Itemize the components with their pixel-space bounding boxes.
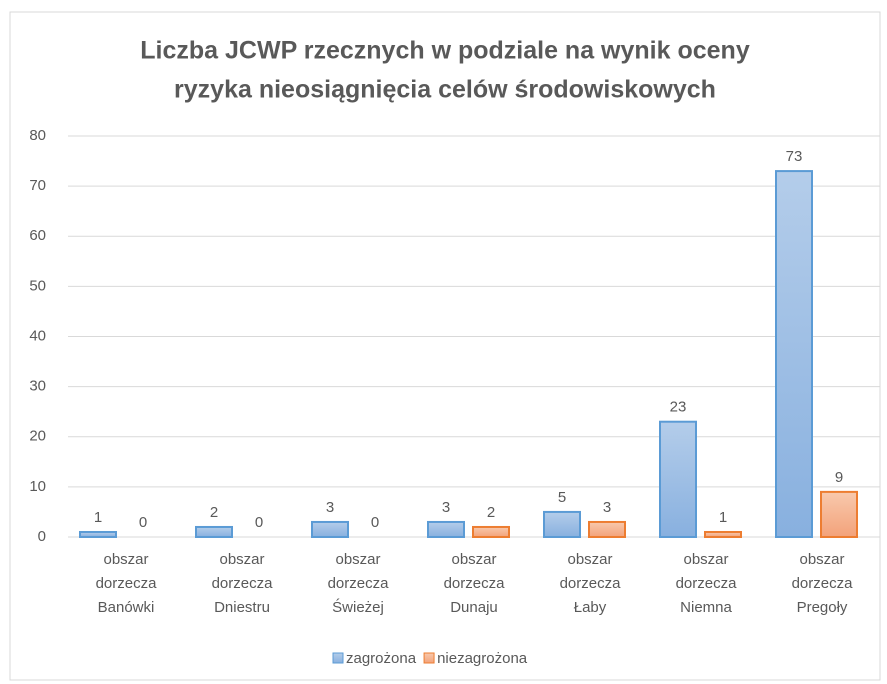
bar <box>195 525 233 538</box>
x-tick-line: Dunaju <box>450 599 498 616</box>
x-tick-line: dorzecza <box>328 575 390 592</box>
x-tick-line: dorzecza <box>444 575 506 592</box>
legend-label: zagrożona <box>346 650 417 667</box>
y-tick-label: 0 <box>38 528 46 545</box>
bar <box>588 520 626 539</box>
bar <box>472 525 510 538</box>
bar <box>704 530 742 538</box>
x-tick-line: obszar <box>451 551 496 568</box>
y-tick-label: 20 <box>29 428 46 445</box>
bar <box>659 420 697 538</box>
bar <box>311 520 349 539</box>
data-label: 3 <box>326 499 334 516</box>
data-label: 0 <box>371 514 379 531</box>
data-label: 2 <box>487 504 495 521</box>
x-tick-line: dorzecza <box>792 575 854 592</box>
chart-title: Liczba JCWP rzecznych w podziale na wyni… <box>140 37 750 65</box>
x-tick-line: obszar <box>335 551 380 568</box>
data-label: 73 <box>786 148 803 165</box>
data-label: 0 <box>139 514 147 531</box>
legend-swatch <box>332 652 344 664</box>
x-tick-label: obszar dorzecza Pregoły <box>792 551 854 616</box>
x-tick-line: dorzecza <box>560 575 622 592</box>
x-tick-label: obszar dorzecza Dunaju <box>444 551 506 616</box>
bar <box>820 490 858 539</box>
x-tick-line: Banówki <box>98 599 155 616</box>
bar <box>543 510 581 538</box>
x-tick-line: dorzecza <box>212 575 274 592</box>
x-tick-label: obszar dorzecza Niemna <box>676 551 738 616</box>
x-tick-line: obszar <box>567 551 612 568</box>
data-label: 3 <box>603 499 611 516</box>
x-tick-line: Pregoły <box>797 599 848 616</box>
y-tick-label: 50 <box>29 277 46 294</box>
y-tick-label: 60 <box>29 227 46 244</box>
data-label: 0 <box>255 514 263 531</box>
data-label: 5 <box>558 489 566 506</box>
chart-border <box>9 11 881 681</box>
x-tick-line: obszar <box>103 551 148 568</box>
y-tick-label: 70 <box>29 177 46 194</box>
y-tick-label: 10 <box>29 478 46 495</box>
data-label: 1 <box>94 509 102 526</box>
legend-swatch <box>423 652 435 664</box>
data-label: 2 <box>210 504 218 521</box>
x-tick-line: obszar <box>219 551 264 568</box>
y-tick-label: 40 <box>29 327 46 344</box>
bar <box>427 520 465 539</box>
x-tick-line: obszar <box>799 551 844 568</box>
x-tick-label: obszar dorzecza Dniestru <box>212 551 274 616</box>
x-tick-line: Łaby <box>574 599 607 616</box>
x-tick-line: Niemna <box>680 599 732 616</box>
x-tick-label: obszar dorzecza Łaby <box>560 551 622 616</box>
x-tick-line: dorzecza <box>96 575 158 592</box>
data-label: 23 <box>670 399 687 416</box>
bar <box>775 170 813 538</box>
x-tick-line: Świeżej <box>332 598 384 616</box>
data-label: 3 <box>442 499 450 516</box>
data-label: 1 <box>719 509 727 526</box>
x-tick-line: dorzecza <box>676 575 738 592</box>
bar <box>79 530 117 538</box>
y-tick-label: 80 <box>29 127 46 144</box>
x-tick-label: obszar dorzecza Świeżej <box>328 551 390 616</box>
chart-title: ryzyka nieosiągnięcia celów środowiskowy… <box>174 76 716 104</box>
legend-label: niezagrożona <box>437 650 528 667</box>
y-tick-label: 30 <box>29 378 46 395</box>
data-label: 9 <box>835 469 843 486</box>
x-tick-line: obszar <box>683 551 728 568</box>
x-tick-label: obszar dorzecza Banówki <box>96 551 158 616</box>
x-tick-line: Dniestru <box>214 599 270 616</box>
